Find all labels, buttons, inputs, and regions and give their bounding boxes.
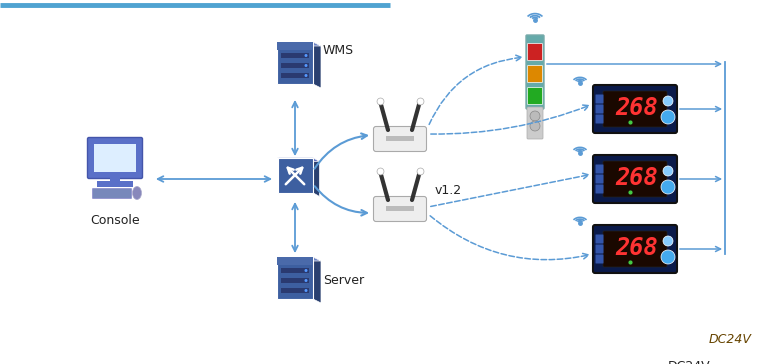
Text: DC24V: DC24V [709, 333, 751, 346]
Circle shape [530, 111, 540, 121]
Circle shape [304, 269, 307, 272]
Bar [386, 206, 414, 211]
Circle shape [663, 96, 673, 106]
FancyBboxPatch shape [595, 185, 604, 194]
Circle shape [663, 236, 673, 246]
Bar [281, 73, 309, 78]
Bar [277, 42, 313, 84]
Circle shape [304, 279, 307, 282]
FancyBboxPatch shape [595, 165, 604, 174]
FancyBboxPatch shape [603, 91, 667, 127]
FancyBboxPatch shape [92, 189, 131, 198]
Polygon shape [313, 42, 321, 88]
FancyBboxPatch shape [277, 158, 313, 193]
Circle shape [661, 250, 675, 264]
Circle shape [663, 166, 673, 176]
Circle shape [530, 121, 540, 131]
Polygon shape [313, 257, 321, 303]
Polygon shape [277, 257, 321, 261]
FancyBboxPatch shape [593, 225, 677, 273]
FancyBboxPatch shape [593, 155, 677, 203]
Ellipse shape [133, 186, 141, 199]
Circle shape [304, 64, 307, 67]
FancyBboxPatch shape [603, 161, 667, 197]
FancyBboxPatch shape [595, 234, 604, 244]
FancyBboxPatch shape [528, 87, 542, 104]
FancyBboxPatch shape [595, 104, 604, 114]
Circle shape [304, 289, 307, 292]
FancyBboxPatch shape [528, 44, 542, 60]
FancyBboxPatch shape [595, 245, 604, 253]
Bar [97, 181, 133, 187]
FancyBboxPatch shape [595, 115, 604, 123]
Polygon shape [313, 158, 319, 197]
FancyBboxPatch shape [373, 127, 426, 151]
FancyBboxPatch shape [527, 107, 543, 139]
Bar [281, 278, 309, 283]
FancyBboxPatch shape [528, 66, 542, 83]
Text: 268: 268 [616, 166, 658, 190]
Circle shape [661, 180, 675, 194]
Text: v1.2: v1.2 [435, 185, 462, 198]
FancyBboxPatch shape [603, 231, 667, 267]
Text: Server: Server [323, 273, 364, 286]
Polygon shape [277, 42, 321, 46]
Bar [281, 53, 309, 58]
FancyBboxPatch shape [595, 174, 604, 183]
Bar [281, 268, 309, 273]
Bar [277, 257, 313, 265]
Bar [277, 42, 313, 50]
Circle shape [304, 74, 307, 77]
Text: Console: Console [90, 214, 140, 227]
Bar [110, 175, 120, 182]
FancyBboxPatch shape [593, 85, 677, 133]
Bar [94, 144, 136, 172]
Bar [386, 136, 414, 141]
Bar [281, 63, 309, 68]
Bar [281, 288, 309, 293]
FancyBboxPatch shape [526, 35, 544, 109]
Circle shape [304, 54, 307, 57]
Text: DC24V: DC24V [667, 360, 710, 364]
FancyBboxPatch shape [373, 197, 426, 222]
Bar [277, 257, 313, 299]
FancyBboxPatch shape [88, 138, 143, 178]
Text: 268: 268 [616, 96, 658, 120]
Text: 268: 268 [616, 236, 658, 260]
FancyBboxPatch shape [595, 254, 604, 264]
Circle shape [661, 110, 675, 124]
Polygon shape [277, 158, 319, 162]
FancyBboxPatch shape [595, 95, 604, 103]
Text: WMS: WMS [323, 44, 354, 58]
